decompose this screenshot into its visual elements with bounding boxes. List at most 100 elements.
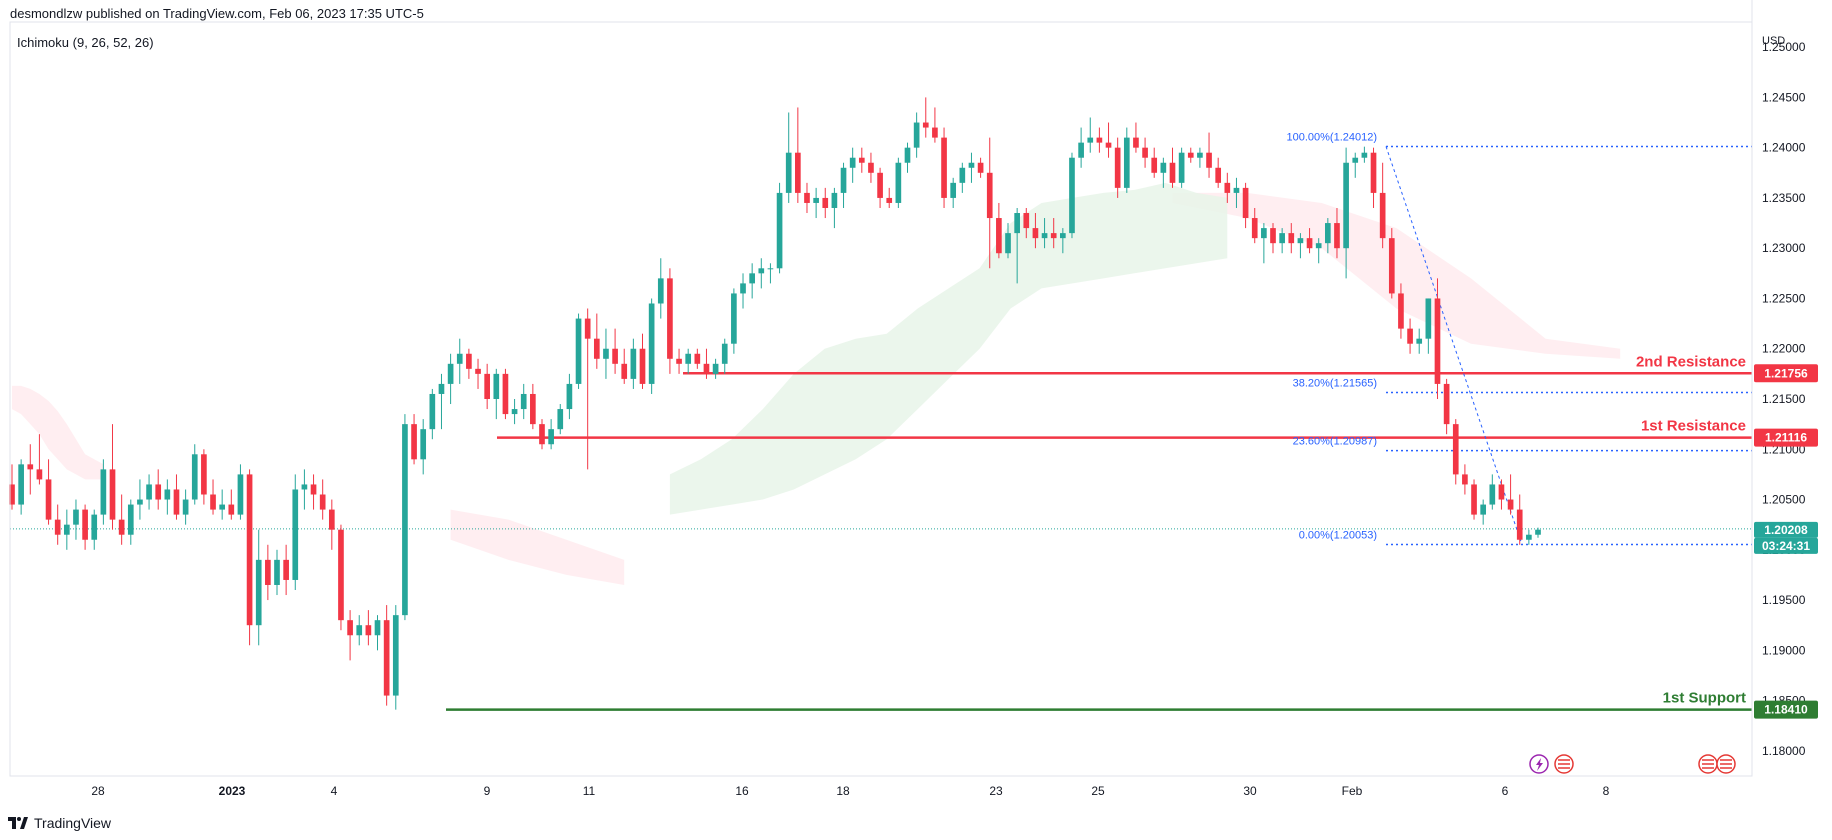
candle-body: [621, 363, 628, 379]
candle-body: [146, 484, 152, 500]
candle-body: [63, 524, 70, 535]
candle-body: [1498, 484, 1505, 500]
key-levels: 2nd Resistance 1st Resistance 1st Support: [10, 353, 1752, 711]
candle-body: [1233, 187, 1240, 193]
candle-body: [1352, 157, 1359, 163]
bearish-cloud-segment: [1172, 192, 1621, 359]
candle-body: [466, 353, 472, 369]
bearish-cloud-segment: [450, 509, 625, 585]
tradingview-logo[interactable]: TradingView: [8, 815, 111, 831]
candle-body: [137, 499, 143, 505]
candle-body: [1215, 167, 1222, 183]
price-tick-label: 1.20500: [1762, 493, 1806, 507]
candle-body: [1050, 233, 1057, 239]
candle-body: [795, 152, 801, 193]
countdown-badge-text: 03:24:31: [1762, 539, 1810, 553]
candle-body: [1480, 504, 1487, 515]
candle-body: [1060, 233, 1066, 239]
candle-body: [1142, 147, 1148, 158]
candle-body: [301, 484, 308, 490]
candle-body: [1343, 162, 1349, 249]
candle-body: [612, 348, 618, 364]
candle-body: [27, 464, 34, 470]
candle-body: [493, 373, 500, 399]
current-price-badge-bg: [1754, 521, 1818, 538]
candle-body: [1471, 484, 1477, 515]
date-tick-label: Feb: [1342, 784, 1363, 798]
candle-body: [265, 559, 271, 585]
candle-body: [868, 162, 874, 173]
candle-body: [548, 429, 554, 445]
candle-body: [1160, 162, 1167, 173]
candle-body: [1187, 152, 1194, 158]
candle-body: [840, 167, 847, 193]
date-tick-label: 8: [1603, 784, 1610, 798]
candle-body: [904, 147, 911, 163]
candle-body: [1288, 233, 1295, 244]
candle-body: [1507, 499, 1514, 510]
candle-body: [603, 348, 609, 359]
brand-name: TradingView: [34, 815, 112, 831]
candle-body: [685, 353, 692, 364]
candle-body: [1123, 137, 1130, 188]
fib-level-label: 38.20%(1.21565): [1293, 377, 1377, 389]
price-tick-label: 1.24500: [1762, 90, 1806, 104]
candle-body: [155, 484, 162, 500]
candle-body: [822, 197, 829, 208]
candle-body: [566, 383, 573, 410]
price-tick-label: 1.21500: [1762, 392, 1806, 406]
candle-body: [1197, 152, 1203, 158]
candle-body: [539, 424, 545, 445]
fib-level-label: 23.60%(1.20987): [1293, 436, 1377, 448]
candle-body: [1151, 157, 1158, 173]
candle-body: [886, 197, 893, 203]
candle-body: [402, 424, 408, 616]
fibonacci-retracement[interactable]: 100.00%(1.24012) 38.20%(1.21565) 23.60%(1.…: [1286, 131, 1752, 546]
candle-body: [173, 489, 180, 515]
candle-body: [1370, 152, 1377, 193]
candle-body: [1297, 238, 1304, 244]
candle-body: [1315, 243, 1322, 249]
indicator-legend[interactable]: Ichimoku (9, 26, 52, 26): [17, 35, 154, 50]
candle-body: [749, 273, 755, 284]
fib-level-label: 100.00%(1.24012): [1286, 131, 1377, 143]
candle-body: [118, 519, 125, 535]
level-label: 1st Resistance: [1641, 418, 1746, 435]
date-tick-label: 9: [484, 784, 491, 798]
candle-body: [639, 348, 646, 384]
price-tick-label: 1.24000: [1762, 141, 1806, 155]
candle-body: [849, 157, 856, 168]
candle-body: [1078, 142, 1084, 158]
candle-body: [127, 504, 134, 535]
candle-body: [630, 348, 637, 379]
candle-body: [1096, 137, 1103, 143]
event-icons[interactable]: [1529, 754, 1736, 774]
price-tick-label: 1.23000: [1762, 241, 1806, 255]
candle-body: [804, 192, 810, 203]
candle-body: [767, 268, 774, 270]
candle-body: [1261, 228, 1267, 239]
fib-trend-line: [1385, 146, 1523, 545]
candle-body: [36, 469, 43, 480]
candle-body: [1379, 192, 1386, 239]
candle-body: [895, 162, 902, 203]
candle-body: [1516, 509, 1523, 540]
candle-body: [182, 499, 189, 515]
level-badge-bg: [1754, 428, 1818, 447]
candle-body: [383, 620, 390, 696]
candle-body: [9, 484, 15, 505]
candle-body: [676, 358, 682, 364]
candle-body: [877, 172, 883, 198]
candle-body: [1133, 137, 1139, 148]
candle-body: [1425, 298, 1432, 339]
candle-body: [657, 278, 664, 304]
price-tick-label: 1.22000: [1762, 342, 1806, 356]
level-badge-text: 1.21116: [1765, 431, 1807, 445]
date-tick-label: 23: [989, 784, 1003, 798]
tradingview-logo-icon: [8, 817, 28, 829]
candle-body: [91, 514, 98, 540]
currency-label: USD: [1762, 35, 1785, 47]
candle-body: [411, 424, 417, 460]
candle-body: [1206, 152, 1212, 168]
